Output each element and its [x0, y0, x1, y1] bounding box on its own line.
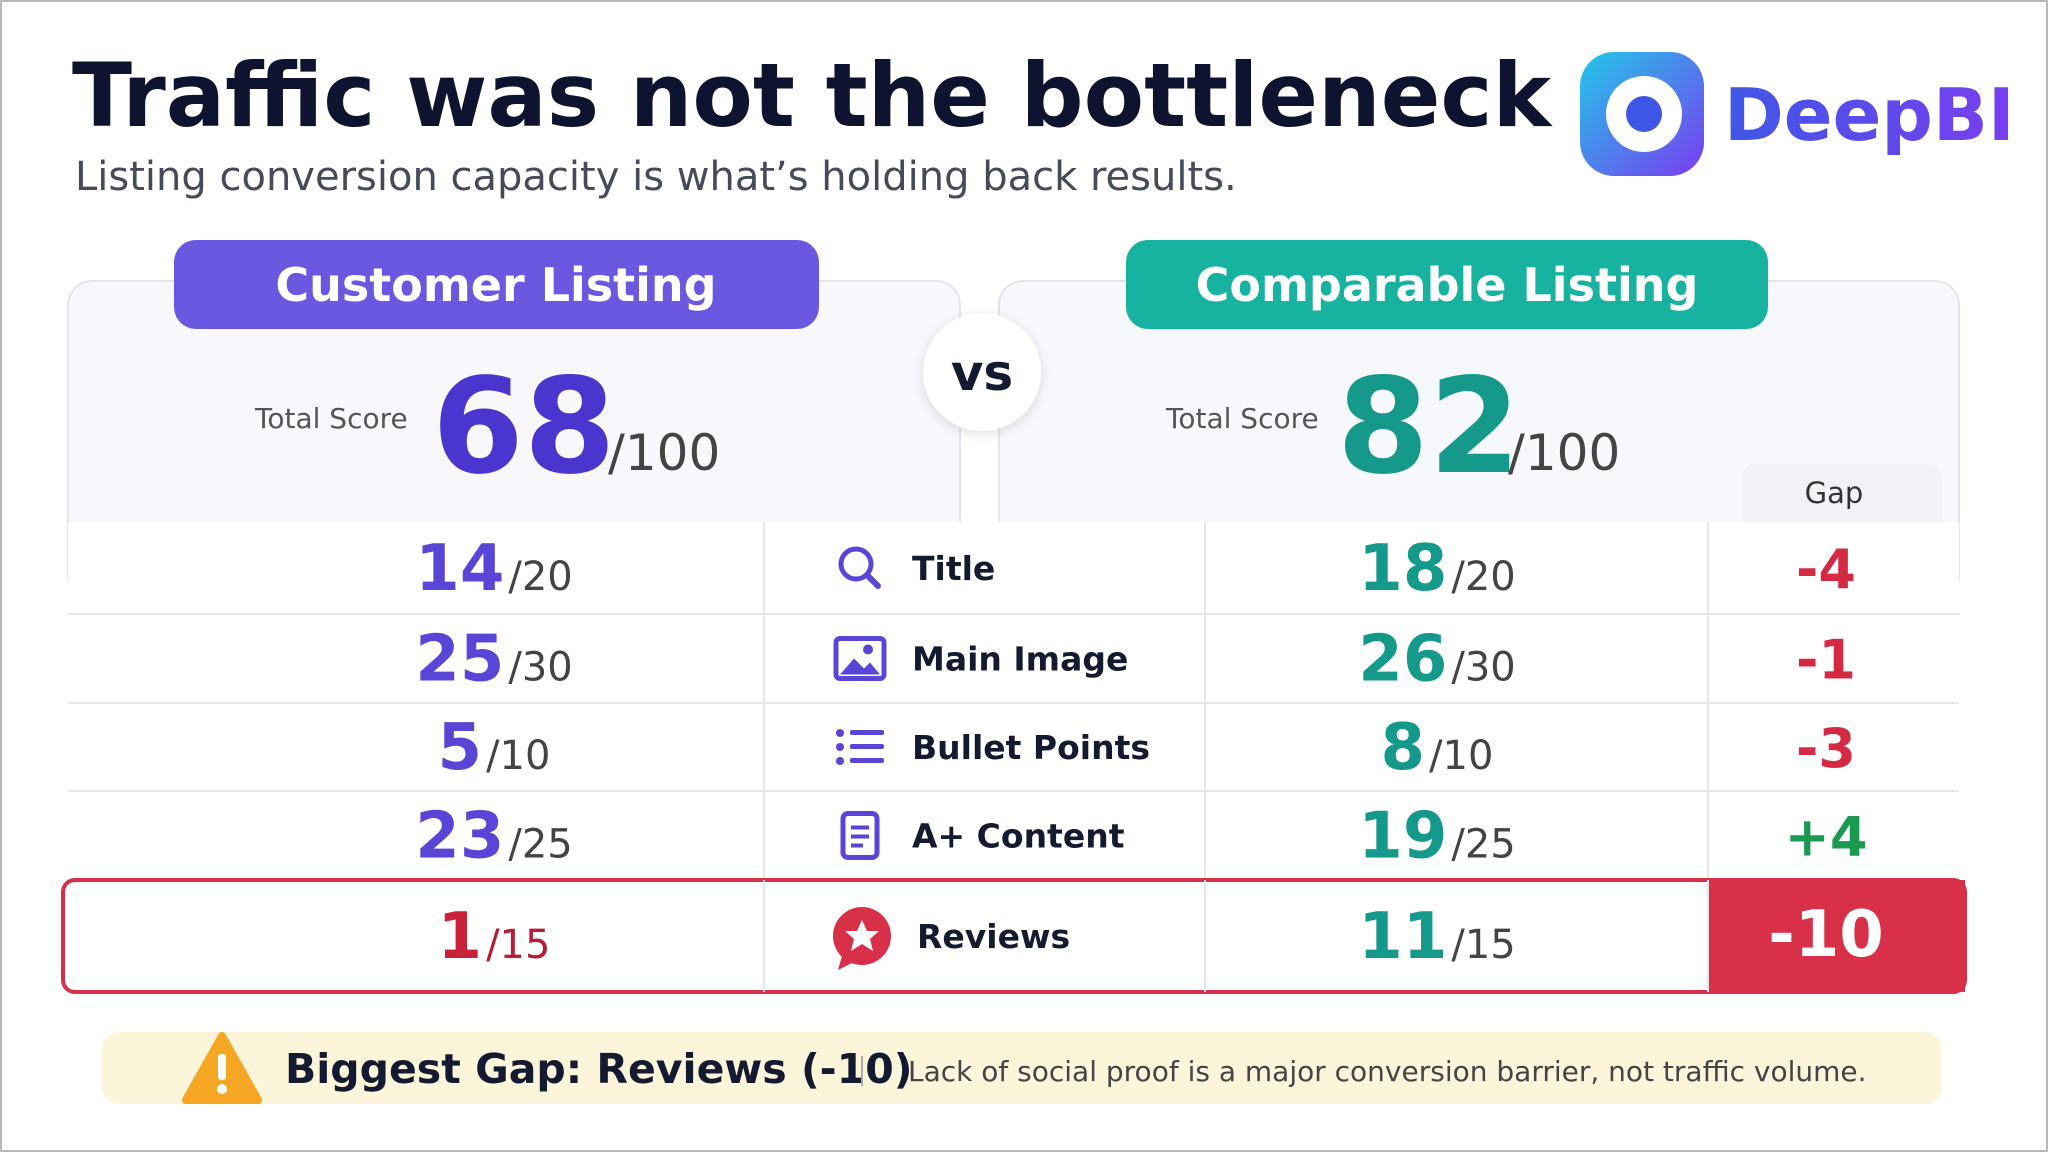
- gap-value: -10: [1768, 898, 1884, 972]
- row-icon: [838, 546, 881, 589]
- score-max: /30: [1451, 645, 1515, 691]
- score: 11/15: [1358, 900, 1515, 974]
- customer-pill: [174, 240, 819, 329]
- vs-badge: [923, 313, 1041, 431]
- score-max: /10: [486, 733, 550, 779]
- warning-icon: [182, 1032, 262, 1104]
- logo: [1580, 52, 1704, 176]
- footer-note: Lack of social proof is a major conversi…: [908, 1055, 1867, 1088]
- gap-value: -3: [1796, 717, 1856, 780]
- gap-value: +4: [1785, 806, 1868, 869]
- row-label: Reviews: [917, 917, 1070, 956]
- total-label: Total Score: [254, 402, 408, 435]
- score-max: /15: [1451, 922, 1515, 968]
- total-max: /100: [1508, 424, 1620, 482]
- row-icon: [840, 811, 880, 860]
- comparable-pill: [1126, 240, 1768, 329]
- score-max: /20: [508, 554, 572, 600]
- row-label: Bullet Points: [912, 728, 1150, 767]
- score-value: 1: [438, 900, 483, 974]
- table: [68, 522, 1959, 992]
- total-max: /100: [608, 424, 720, 482]
- highlight-gap-cell: [1708, 880, 1965, 992]
- subtitle: Listing conversion capacity is what’s ho…: [75, 154, 1237, 200]
- total-score: 82: [1337, 350, 1521, 504]
- score-value: 19: [1358, 800, 1447, 874]
- gap-header: Gap: [1805, 476, 1864, 510]
- row-icon: [833, 636, 887, 681]
- score: 26/30: [1358, 623, 1515, 697]
- row-icon: [836, 729, 884, 765]
- row-icon: [833, 907, 891, 970]
- score-value: 18: [1358, 532, 1447, 606]
- row-label: Title: [912, 549, 995, 588]
- score-value: 11: [1358, 900, 1447, 974]
- footer-bar: [102, 1032, 1942, 1104]
- score-value: 26: [1358, 623, 1447, 697]
- score-max: /25: [508, 822, 572, 868]
- vs-text: vs: [951, 344, 1013, 402]
- score-value: 14: [415, 532, 504, 606]
- total-label: Total Score: [1165, 402, 1319, 435]
- score: 23/25: [415, 800, 572, 874]
- score-value: 23: [415, 800, 504, 874]
- score-value: 5: [438, 711, 483, 785]
- title: Traffic was not the bottleneck: [72, 44, 1554, 147]
- score: 25/30: [415, 623, 572, 697]
- score-max: /15: [486, 922, 550, 968]
- score: 19/25: [1358, 800, 1515, 874]
- score-max: /30: [508, 645, 572, 691]
- row-label: Main Image: [912, 640, 1128, 679]
- customer-label: Customer Listing: [275, 258, 716, 312]
- gap-value: -1: [1796, 629, 1856, 692]
- score-value: 8: [1381, 711, 1426, 785]
- score-value: 25: [415, 623, 504, 697]
- score: 14/20: [415, 532, 572, 606]
- score: 8/10: [1381, 711, 1494, 785]
- score-max: /10: [1429, 733, 1493, 779]
- score: 1/15: [438, 900, 551, 974]
- row-label: A+ Content: [912, 817, 1125, 856]
- gap-header-box: [1741, 464, 1942, 534]
- brand: DeepBI: [1724, 73, 2015, 157]
- score: 18/20: [1358, 532, 1515, 606]
- gap-value: -4: [1796, 538, 1856, 601]
- highlight-border: [61, 878, 1967, 994]
- total-score: 68: [432, 350, 616, 504]
- comparable-label: Comparable Listing: [1196, 258, 1699, 312]
- score: 5/10: [438, 711, 551, 785]
- footer-headline: Biggest Gap: Reviews (-10): [285, 1045, 913, 1093]
- score-max: /25: [1451, 822, 1515, 868]
- score-max: /20: [1451, 554, 1515, 600]
